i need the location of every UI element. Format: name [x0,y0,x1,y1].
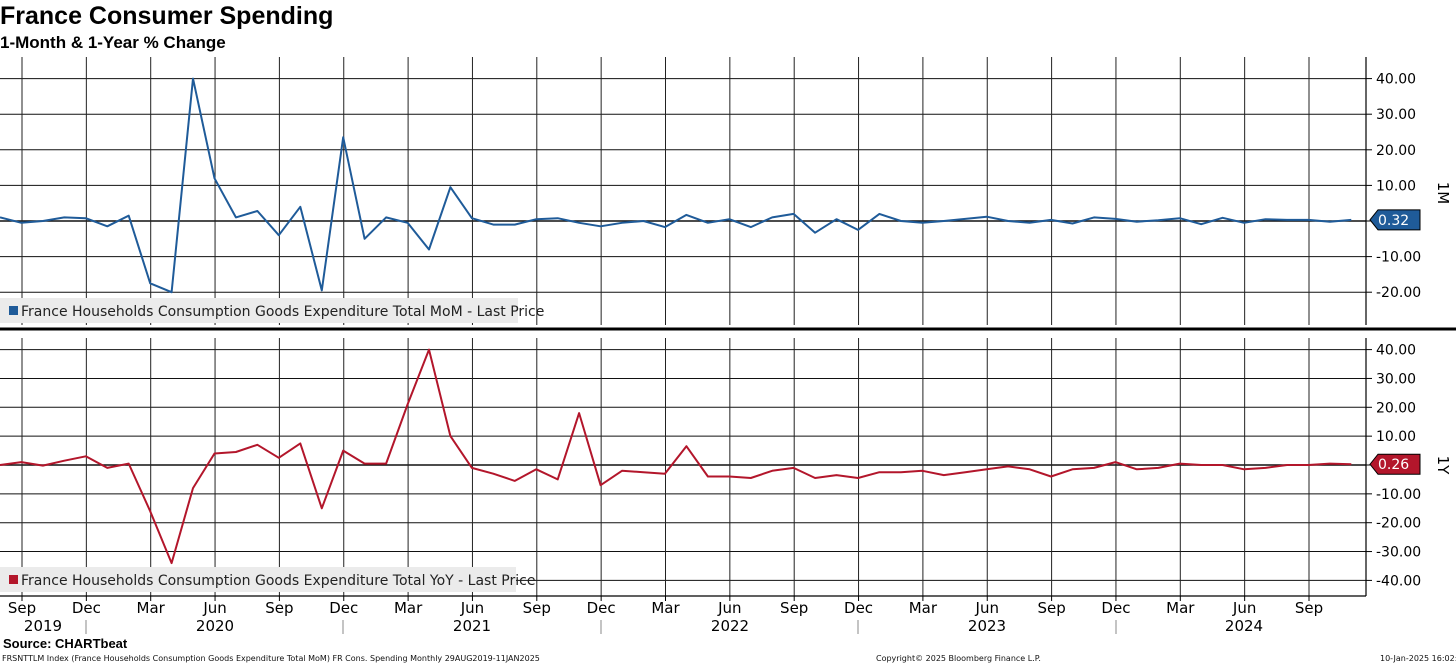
year-label: 2022 [711,617,749,635]
last-value-tag [1369,209,1421,231]
y-tick-label: -10.00 [1376,487,1421,503]
y-tick-label: 10.00 [1376,429,1416,445]
x-tick-label: Mar [909,599,938,617]
x-tick-label: Dec [1101,599,1130,617]
x-tick-label: Sep [780,599,808,617]
axis-name: 1Y [1434,456,1452,476]
x-tick-label: Jun [717,599,741,617]
x-tick-label: Jun [1232,599,1256,617]
series-line-yoy [0,348,1352,565]
chart-title: France Consumer Spending [0,2,334,30]
year-label: 2020 [196,617,234,635]
footer-timestamp: 10-Jan-2025 16:02:53 [1380,654,1456,663]
x-tick-label: Sep [265,599,293,617]
year-label: 2021 [453,617,491,635]
x-tick-label: Jun [975,599,999,617]
x-tick-label: Mar [394,599,423,617]
grid-layer [0,57,1366,596]
series-layer [0,77,1352,565]
y-tick-label: -10.00 [1376,250,1421,266]
x-tick-label: Jun [460,599,484,617]
series-line-mom [0,77,1352,294]
x-tick-label: Sep [523,599,551,617]
axis-layer: -20.00 -10.00 10.00 20.00 30.00 40.00 0.32 1M -4… [0,57,1456,635]
y-tick-label: -40.00 [1376,573,1421,589]
y-tick-label: 20.00 [1376,400,1416,416]
x-tick-label: Dec [844,599,873,617]
y-tick-label: 10.00 [1376,178,1416,194]
footer-copyright: Copyright© 2025 Bloomberg Finance L.P. [876,654,1041,663]
x-tick-label: Mar [1166,599,1195,617]
year-label: 2024 [1225,617,1263,635]
y-tick-label: 20.00 [1376,143,1416,159]
x-tick-label: Dec [329,599,358,617]
last-value-label: 0.26 [1378,457,1409,473]
axis-name: 1M [1434,182,1452,205]
footer-ticker-info: FRSNTTLM Index (France Households Consum… [2,654,540,663]
y-tick-label: -30.00 [1376,545,1421,561]
y-tick-label: 30.00 [1376,371,1416,387]
x-tick-label: Dec [587,599,616,617]
legend-bottom: France Households Consumption Goods Expe… [0,567,535,592]
source-note: Source: CHARTbeat [3,636,128,651]
legend-entry-yoy: France Households Consumption Goods Expe… [21,573,535,589]
x-tick-label: Sep [1037,599,1065,617]
y-tick-label: 30.00 [1376,107,1416,123]
y-tick-label: -20.00 [1376,285,1421,301]
x-tick-label: Sep [8,599,36,617]
y-tick-label: 40.00 [1376,72,1416,88]
x-tick-label: Dec [72,599,101,617]
legend-top: France Households Consumption Goods Expe… [0,298,544,323]
year-label: 2019 [24,617,62,635]
y-tick-label: -20.00 [1376,516,1421,532]
x-tick-label: Mar [137,599,166,617]
x-tick-label: Sep [1295,599,1323,617]
legend-entry-mom: France Households Consumption Goods Expe… [21,304,544,320]
chart-subtitle: 1-Month & 1-Year % Change [0,33,226,52]
last-value-label: 0.32 [1378,213,1409,229]
x-tick-label: Jun [202,599,226,617]
last-value-tag [1369,453,1421,475]
x-tick-label: Mar [651,599,680,617]
y-tick-label: 40.00 [1376,343,1416,359]
year-label: 2023 [968,617,1006,635]
